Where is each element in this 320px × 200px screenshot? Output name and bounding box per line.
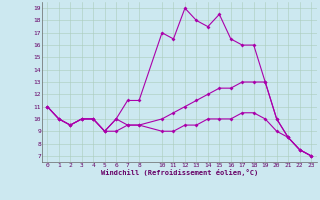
X-axis label: Windchill (Refroidissement éolien,°C): Windchill (Refroidissement éolien,°C): [100, 169, 258, 176]
